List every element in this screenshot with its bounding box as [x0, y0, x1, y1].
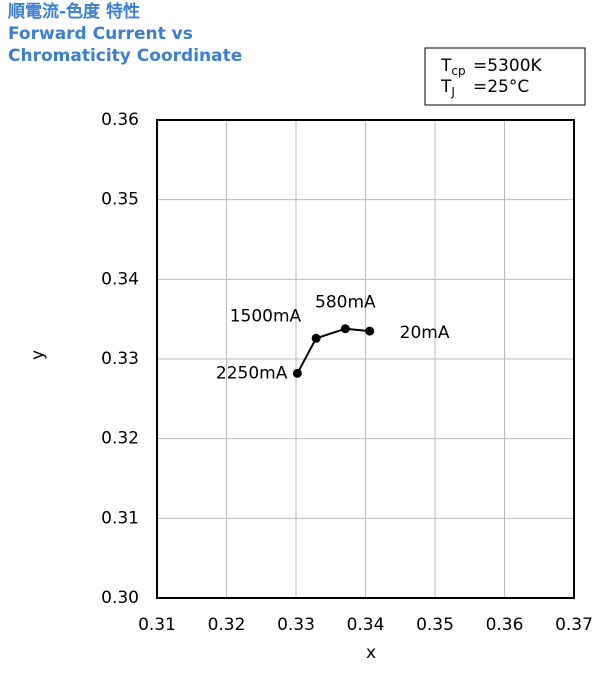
x-tick-label: 0.33	[277, 615, 315, 635]
point	[365, 326, 375, 336]
y-tick-label: 0.33	[101, 349, 139, 369]
condition: TJ =25°C	[440, 77, 529, 99]
condition-subscript: cp	[451, 64, 465, 78]
condition-value: =5300K	[473, 56, 543, 76]
x-tick-label: 0.34	[347, 615, 385, 635]
point	[340, 324, 350, 334]
x-axis-label: x	[366, 643, 376, 663]
x-tick-label: 0.31	[138, 615, 176, 635]
condition-symbol: T	[440, 77, 452, 97]
y-axis-label: y	[28, 350, 48, 360]
point-label: 20mA	[400, 323, 450, 343]
chart-title: Forward Current vs	[8, 24, 193, 44]
chart-title: Chromaticity Coordinate	[8, 46, 242, 66]
point	[311, 333, 321, 343]
y-tick-label: 0.35	[101, 190, 139, 210]
condition-subscript: J	[450, 85, 455, 99]
x-tick-label: 0.32	[208, 615, 246, 635]
y-tick-label: 0.30	[101, 588, 139, 608]
y-tick-label: 0.34	[101, 269, 139, 289]
condition-symbol: T	[440, 56, 452, 76]
point-label: 1500mA	[230, 306, 302, 326]
y-tick-label: 0.31	[101, 508, 139, 528]
line	[296, 327, 370, 374]
plot-frame	[156, 119, 575, 599]
y-tick-label: 0.32	[101, 429, 139, 449]
point-label: 580mA	[315, 293, 376, 313]
x-tick-label: 0.36	[486, 615, 524, 635]
condition-value: =25°C	[473, 77, 529, 97]
point	[292, 368, 302, 378]
point-label: 2250mA	[216, 363, 288, 383]
y-tick-label: 0.36	[101, 110, 139, 130]
chart-title: 順電流-色度 特性	[8, 1, 140, 22]
x-tick-label: 0.35	[416, 615, 454, 635]
condition-box	[424, 47, 586, 106]
condition: Tcp =5300K	[440, 56, 543, 78]
x-tick-label: 0.37	[555, 615, 593, 635]
